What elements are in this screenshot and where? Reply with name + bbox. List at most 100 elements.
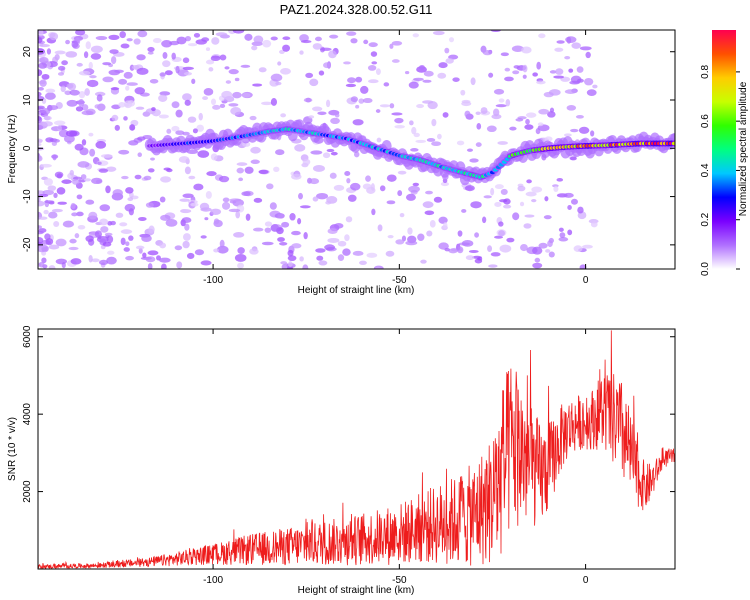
heatmap-noise-blob <box>71 212 78 217</box>
heatmap-noise-blob <box>245 213 251 221</box>
heatmap-noise-blob <box>277 213 285 219</box>
heatmap-noise-blob <box>376 137 382 143</box>
heatmap-noise-blob <box>187 116 197 123</box>
heatmap-noise-blob <box>108 34 120 40</box>
heatmap-noise-blob <box>310 150 323 155</box>
heatmap-noise-blob <box>564 89 577 94</box>
heatmap-noise-blob <box>219 239 225 248</box>
heatmap-noise-blob <box>224 66 230 70</box>
heatmap-noise-blob <box>316 192 329 200</box>
heatmap-noise-blob <box>282 44 290 52</box>
heatmap-noise-blob <box>175 65 180 74</box>
heatmap-noise-blob <box>38 116 43 124</box>
heatmap-noise-blob <box>415 139 427 143</box>
heatmap-noise-blob <box>233 232 245 238</box>
heatmap-noise-blob <box>311 106 323 112</box>
heatmap-noise-blob <box>286 266 293 269</box>
heatmap-noise-blob <box>219 54 227 61</box>
heatmap-noise-blob <box>158 257 171 263</box>
heatmap-noise-blob <box>461 239 474 247</box>
heatmap-noise-blob <box>159 91 171 96</box>
heatmap-noise-blob <box>413 132 420 138</box>
heatmap-noise-blob <box>125 85 130 91</box>
heatmap-noise-blob <box>178 156 190 163</box>
heatmap-noise-blob <box>40 163 52 168</box>
heatmap-noise-blob <box>571 198 578 205</box>
heatmap-noise-blob <box>182 193 194 199</box>
heatmap-noise-blob <box>448 37 455 43</box>
heatmap-noise-blob <box>299 256 304 262</box>
heatmap-noise-blob <box>412 33 420 38</box>
heatmap-noise-blob <box>249 115 257 121</box>
heatmap-noise-blob <box>188 175 196 180</box>
heatmap-noise-blob <box>538 33 546 39</box>
heatmap-noise-blob <box>564 55 571 60</box>
heatmap-noise-blob <box>102 241 112 247</box>
heatmap-noise-blob <box>250 159 260 164</box>
heatmap-noise-blob <box>171 52 176 60</box>
heatmap-noise-blob <box>241 191 251 197</box>
heatmap-noise-blob <box>75 106 84 112</box>
heatmap-noise-blob <box>291 243 302 249</box>
heatmap-noise-blob <box>358 98 365 104</box>
heatmap-noise-blob <box>252 83 263 87</box>
heatmap-noise-blob <box>137 136 146 141</box>
heatmap-noise-blob <box>429 220 436 228</box>
heatmap-noise-blob <box>44 200 55 204</box>
heatmap-noise-blob <box>277 61 282 66</box>
heatmap-noise-blob <box>81 110 94 116</box>
snr-marks <box>38 330 675 569</box>
heatmap-noise-blob <box>535 128 541 135</box>
heatmap-noise-blob <box>81 139 87 146</box>
heatmap-noise-blob <box>312 196 319 202</box>
heatmap-noise-blob <box>137 30 148 38</box>
heatmap-noise-blob <box>81 104 89 111</box>
heatmap-noise-blob <box>38 216 48 220</box>
colorbar: 0.0 0.2 0.4 0.6 0.8 Normalized spectral ampl… <box>700 30 749 276</box>
heatmap-noise-blob <box>582 244 593 249</box>
heatmap-noise-blob <box>370 183 375 191</box>
heatmap-noise-blob <box>395 239 405 245</box>
heatmap-noise-blob <box>543 215 552 220</box>
heatmap-noise-blob <box>57 65 66 71</box>
heatmap-noise-blob <box>355 104 360 109</box>
heatmap-noise-blob <box>413 77 424 81</box>
heatmap-noise-blob <box>408 185 420 193</box>
heatmap-noise-blob <box>88 255 93 263</box>
heatmap-noise-blob <box>75 30 86 36</box>
heatmap-noise-blob <box>49 32 59 41</box>
heatmap-noise-blob <box>190 202 199 207</box>
heatmap-noise-blob <box>405 240 418 246</box>
heatmap-noise-blob <box>333 184 345 191</box>
y-tick-label: 20 <box>22 46 33 58</box>
heatmap-noise-blob <box>38 261 45 268</box>
heatmap-noise-blob <box>48 244 60 250</box>
heatmap-noise-blob <box>199 202 210 211</box>
colorbar-gradient <box>712 30 736 269</box>
heatmap-noise-blob <box>181 217 192 224</box>
heatmap-noise-blob <box>408 81 419 89</box>
heatmap-noise-blob <box>555 68 564 75</box>
heatmap-noise-blob <box>236 167 244 174</box>
heatmap-noise-blob <box>511 45 524 52</box>
heatmap-noise-blob <box>498 98 505 103</box>
heatmap-noise-blob <box>287 249 294 257</box>
heatmap-noise-blob <box>556 40 565 44</box>
heatmap-noise-blob <box>394 125 405 129</box>
heatmap-noise-blob <box>438 242 449 250</box>
heatmap-noise-blob <box>191 78 196 85</box>
heatmap-noise-blob <box>102 76 114 83</box>
heatmap-noise-blob <box>65 51 78 58</box>
heatmap-noise-blob <box>346 31 357 36</box>
heatmap-noise-blob <box>230 107 242 116</box>
heatmap-noise-blob <box>225 80 232 84</box>
heatmap-noise-blob <box>353 151 360 158</box>
heatmap-noise-blob <box>422 100 434 104</box>
heatmap-noise-blob <box>60 85 66 93</box>
snr-frame <box>37 328 676 570</box>
heatmap-noise-blob <box>182 66 194 71</box>
heatmap-noise-blob <box>99 218 109 226</box>
heatmap-noise-blob <box>563 192 574 198</box>
heatmap-noise-blob <box>102 62 112 66</box>
